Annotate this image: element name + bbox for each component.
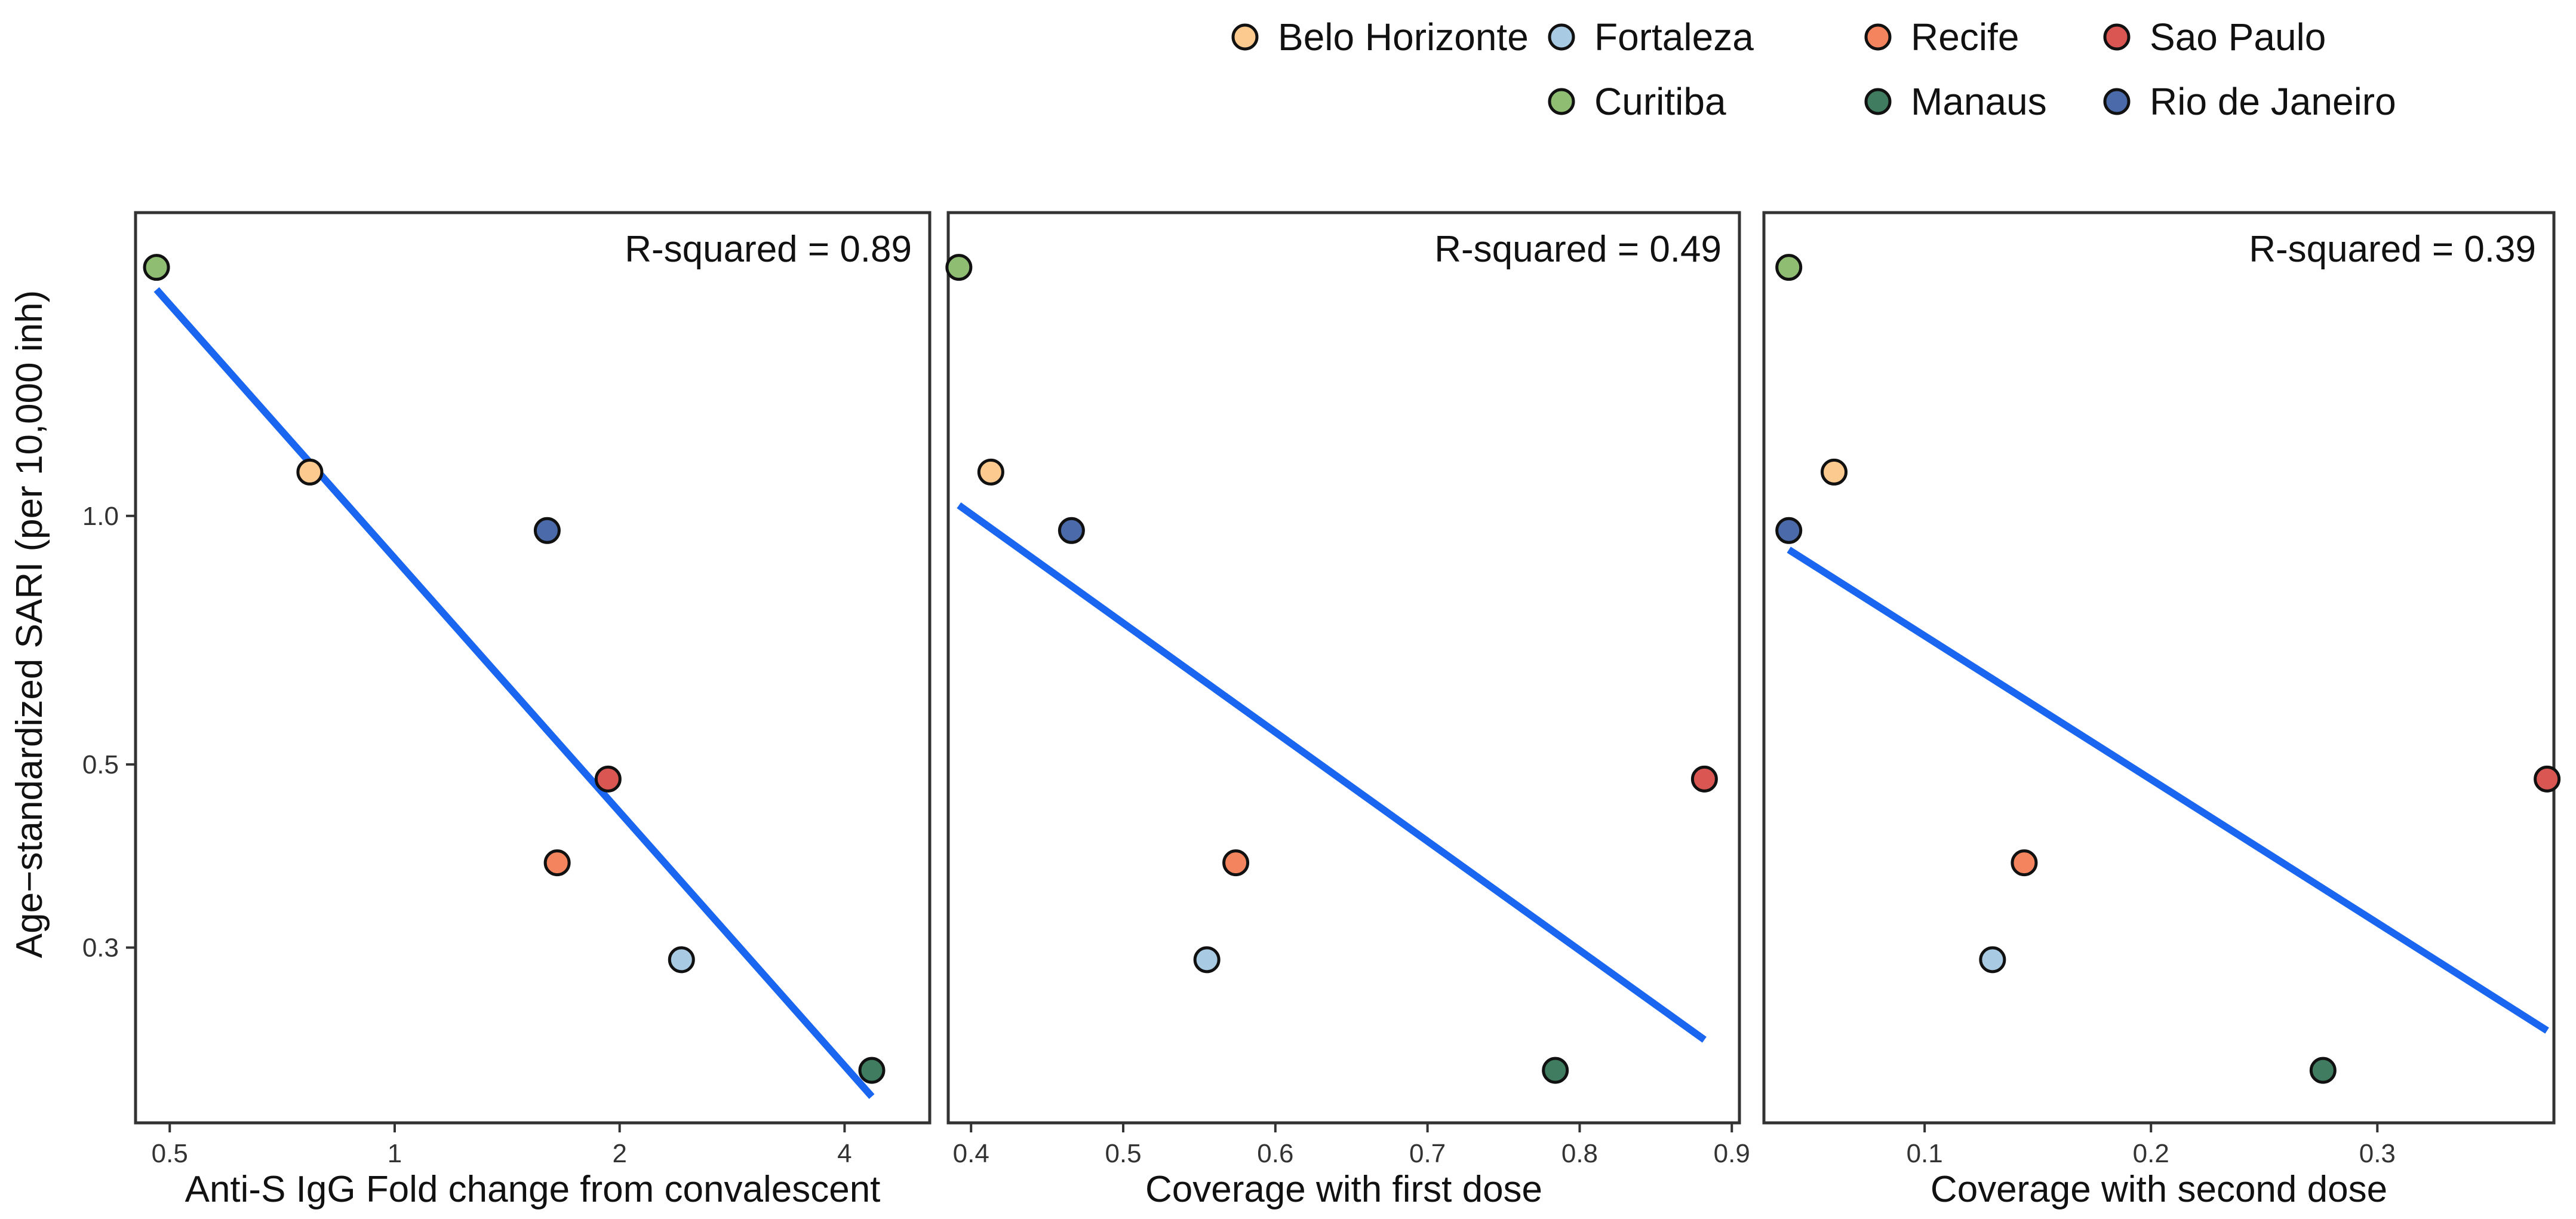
legend-item-rio-de-janeiro: Rio de Janeiro — [2103, 80, 2396, 123]
legend-swatch-fortaleza — [1548, 23, 1575, 51]
point-belo-horizonte — [977, 458, 1004, 486]
legend-swatch-sao-paulo — [2103, 23, 2131, 51]
panel-2-r-squared: R-squared = 0.49 — [1434, 229, 1722, 270]
panel-3-regression-line — [1787, 546, 2549, 1034]
x-tick-label: 2 — [612, 1139, 626, 1168]
point-curitiba — [1775, 254, 1803, 281]
panel-1-r-squared: R-squared = 0.89 — [625, 229, 912, 270]
point-rio-de-janeiro — [533, 517, 561, 544]
panel-1-regression-line — [153, 287, 875, 1099]
point-recife — [2011, 849, 2038, 877]
legend-swatch-recife — [1864, 23, 1892, 51]
x-tick-label: 0.8 — [1561, 1139, 1598, 1168]
panel-2-x-axis-label: Coverage with first dose — [1145, 1169, 1542, 1210]
legend-label-recife: Recife — [1911, 16, 2019, 59]
x-tick-label: 0.7 — [1409, 1139, 1446, 1168]
panel-1-x-axis-label: Anti-S IgG Fold change from convalescent — [185, 1169, 881, 1210]
legend-item-belo-horizonte: Belo Horizonte — [1231, 16, 1529, 59]
point-manaus — [858, 1057, 886, 1084]
legend-swatch-rio-de-janeiro — [2103, 88, 2131, 115]
legend-swatch-curitiba — [1548, 88, 1575, 115]
legend-label-belo-horizonte: Belo Horizonte — [1278, 16, 1529, 59]
panel-3-r-squared: R-squared = 0.39 — [2249, 229, 2536, 270]
legend-label-manaus: Manaus — [1911, 80, 2047, 123]
panel-3-x-axis-label: Coverage with second dose — [1931, 1169, 2387, 1210]
point-belo-horizonte — [296, 458, 324, 486]
x-tick-label: 0.4 — [953, 1139, 989, 1168]
legend-label-sao-paulo: Sao Paulo — [2150, 16, 2326, 59]
legend-label-curitiba: Curitiba — [1594, 80, 1726, 123]
point-fortaleza — [1979, 946, 2006, 974]
legend-item-curitiba: Curitiba — [1548, 80, 1726, 123]
point-recife — [1222, 849, 1250, 877]
x-tick-label: 0.5 — [1105, 1139, 1141, 1168]
point-sao-paulo — [2534, 765, 2561, 793]
point-belo-horizonte — [1821, 458, 1848, 486]
legend-item-manaus: Manaus — [1864, 80, 2047, 123]
x-tick-label: 0.5 — [152, 1139, 188, 1168]
point-rio-de-janeiro — [1775, 517, 1803, 544]
point-manaus — [2309, 1057, 2337, 1084]
legend: Belo Horizonte Fortaleza Recife Sao Paulo Cu… — [1231, 16, 2396, 123]
y-tick-label: 0.5 — [82, 750, 119, 779]
legend-item-sao-paulo: Sao Paulo — [2103, 16, 2326, 59]
legend-swatch-manaus — [1864, 88, 1892, 115]
point-curitiba — [945, 254, 973, 281]
point-manaus — [1542, 1057, 1569, 1084]
legend-label-rio-de-janeiro: Rio de Janeiro — [2150, 80, 2396, 123]
x-tick-label: 0.9 — [1714, 1139, 1750, 1168]
y-tick-label: 1.0 — [82, 502, 119, 531]
x-tick-label: 0.3 — [2359, 1139, 2396, 1168]
x-tick-label: 0.2 — [2133, 1139, 2169, 1168]
y-axis-label: Age−standardized SARI (per 10,000 inh) — [9, 290, 50, 958]
legend-swatch-belo-horizonte — [1231, 23, 1259, 51]
legend-item-fortaleza: Fortaleza — [1548, 16, 1754, 59]
panel-2-frame — [946, 211, 1741, 1125]
panel-2-regression-line — [957, 502, 1707, 1043]
panel-2: 0.4 0.5 0.6 0.7 0.8 0.9 Coverage with first do… — [945, 211, 1750, 1210]
x-tick-label: 1 — [388, 1139, 402, 1168]
panel-3-frame — [1762, 211, 2556, 1125]
point-recife — [543, 849, 571, 877]
point-curitiba — [143, 254, 170, 281]
point-fortaleza — [668, 946, 695, 974]
point-sao-paulo — [594, 765, 622, 793]
x-tick-label: 4 — [837, 1139, 852, 1168]
x-tick-label: 0.6 — [1257, 1139, 1293, 1168]
point-rio-de-janeiro — [1058, 517, 1085, 544]
point-fortaleza — [1193, 946, 1221, 974]
panel-1-frame — [134, 211, 932, 1125]
legend-label-fortaleza: Fortaleza — [1594, 16, 1754, 59]
y-tick-label: 0.3 — [82, 934, 119, 963]
legend-item-recife: Recife — [1864, 16, 2019, 59]
x-tick-label: 0.1 — [1907, 1139, 1943, 1168]
point-sao-paulo — [1690, 765, 1718, 793]
